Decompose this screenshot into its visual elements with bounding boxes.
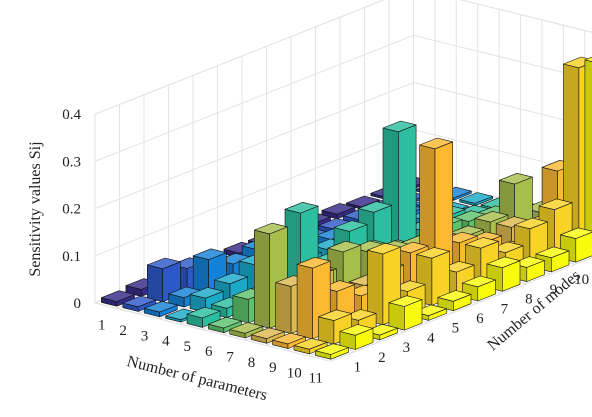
bar	[459, 192, 494, 206]
y-tick-label: 3	[403, 340, 411, 356]
x-tick-label: 2	[119, 323, 127, 339]
x-tick-label: 1	[98, 318, 106, 334]
z-tick-label: 0	[74, 296, 82, 312]
z-axis-label: Sensitivity values Sij	[27, 141, 44, 276]
y-tick-label: 5	[452, 321, 460, 337]
z-tick-label: 0.4	[62, 107, 81, 123]
x-tick-label: 6	[205, 344, 213, 360]
wall-gridline	[94, 129, 414, 257]
wall-gridline	[413, 82, 592, 128]
bar	[143, 300, 178, 318]
y-tick-label: 9	[550, 282, 558, 298]
y-tick-label: 10	[574, 272, 589, 288]
bar	[186, 306, 221, 328]
y-tick-label: 4	[427, 330, 435, 346]
y-tick-label: 1	[354, 359, 362, 375]
y-tick-label: 7	[501, 301, 509, 317]
y-tick-label: 2	[378, 350, 386, 366]
wall-gridline	[94, 34, 414, 162]
wall-gridline	[413, 34, 592, 81]
y-tick-label: 6	[476, 311, 484, 327]
z-tick-label: 0.3	[62, 154, 81, 170]
z-tick-label: 0.2	[62, 202, 81, 218]
x-tick-label: 7	[226, 349, 234, 365]
bar	[101, 290, 135, 307]
wall-gridline	[94, 82, 414, 210]
bar	[250, 327, 285, 344]
x-tick-label: 9	[269, 360, 277, 376]
bar	[388, 295, 423, 331]
x-tick-label: 3	[141, 328, 149, 344]
wall-gridline	[413, 129, 592, 175]
bar	[208, 316, 242, 334]
bar	[315, 343, 349, 360]
x-tick-label: 10	[287, 365, 302, 381]
floor-gridline	[94, 302, 331, 362]
x-tick-label: 8	[248, 355, 256, 371]
x-tick-label: 11	[308, 371, 322, 387]
bar	[584, 56, 592, 251]
x-tick-label: 4	[162, 334, 170, 350]
bar	[339, 324, 374, 350]
y-tick-label: 8	[525, 292, 533, 308]
bar	[367, 242, 401, 326]
wall-gridline	[459, 0, 592, 33]
bars-layer	[101, 56, 592, 360]
x-tick-label: 5	[184, 339, 192, 355]
bar	[229, 322, 264, 339]
wall-gridline	[94, 0, 385, 115]
bar	[296, 256, 331, 340]
bar	[272, 332, 307, 349]
floor-gridline	[330, 257, 592, 362]
bar	[293, 338, 328, 355]
z-tick-label: 0.1	[62, 249, 81, 265]
